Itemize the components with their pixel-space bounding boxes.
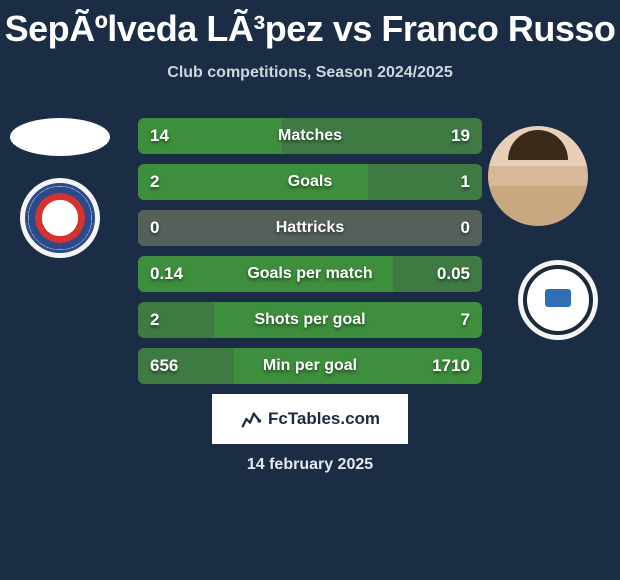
stat-value-left: 2 <box>150 172 159 192</box>
stat-label: Goals <box>288 173 332 191</box>
player-face-placeholder <box>488 126 588 226</box>
player-right-avatar <box>488 126 588 226</box>
stat-value-right: 0 <box>461 218 470 238</box>
stat-value-left: 0.14 <box>150 264 183 284</box>
stats-table: 14 19 Matches 2 1 Goals 0 0 Hattricks 0.14 0.05 Goa… <box>138 118 482 394</box>
stat-label: Goals per match <box>247 265 372 283</box>
stat-value-left: 656 <box>150 356 178 376</box>
club-left-badge <box>20 178 100 258</box>
stat-value-right: 19 <box>451 126 470 146</box>
club-right-badge <box>518 260 598 340</box>
stat-label: Matches <box>278 127 342 145</box>
stat-row: 0 0 Hattricks <box>138 210 482 246</box>
stat-label: Shots per goal <box>254 311 365 329</box>
stat-value-right: 1710 <box>432 356 470 376</box>
stat-value-right: 7 <box>461 310 470 330</box>
brand-text: FcTables.com <box>268 409 380 429</box>
stat-value-right: 1 <box>461 172 470 192</box>
queretaro-badge-icon <box>523 265 593 335</box>
stat-value-left: 2 <box>150 310 159 330</box>
stat-row: 2 1 Goals <box>138 164 482 200</box>
chivas-badge-icon <box>25 183 95 253</box>
stat-label: Min per goal <box>263 357 357 375</box>
comparison-title: SepÃºlveda LÃ³pez vs Franco Russo <box>0 0 620 50</box>
comparison-date: 14 february 2025 <box>0 456 620 474</box>
stat-value-left: 0 <box>150 218 159 238</box>
comparison-subtitle: Club competitions, Season 2024/2025 <box>0 64 620 82</box>
fctables-logo-icon <box>240 408 262 430</box>
brand-watermark: FcTables.com <box>212 394 408 444</box>
stat-value-left: 14 <box>150 126 169 146</box>
stat-label: Hattricks <box>276 219 344 237</box>
stat-row: 14 19 Matches <box>138 118 482 154</box>
stat-row: 656 1710 Min per goal <box>138 348 482 384</box>
stat-value-right: 0.05 <box>437 264 470 284</box>
stat-bar-left <box>138 164 368 200</box>
player-left-avatar <box>10 118 110 156</box>
stat-row: 0.14 0.05 Goals per match <box>138 256 482 292</box>
stat-row: 2 7 Shots per goal <box>138 302 482 338</box>
